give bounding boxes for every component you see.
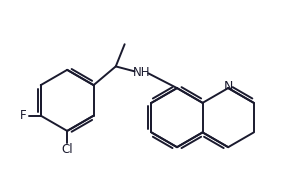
Text: NH: NH: [133, 66, 150, 79]
Text: Cl: Cl: [61, 143, 73, 156]
Text: N: N: [224, 80, 233, 93]
Text: F: F: [20, 109, 26, 122]
